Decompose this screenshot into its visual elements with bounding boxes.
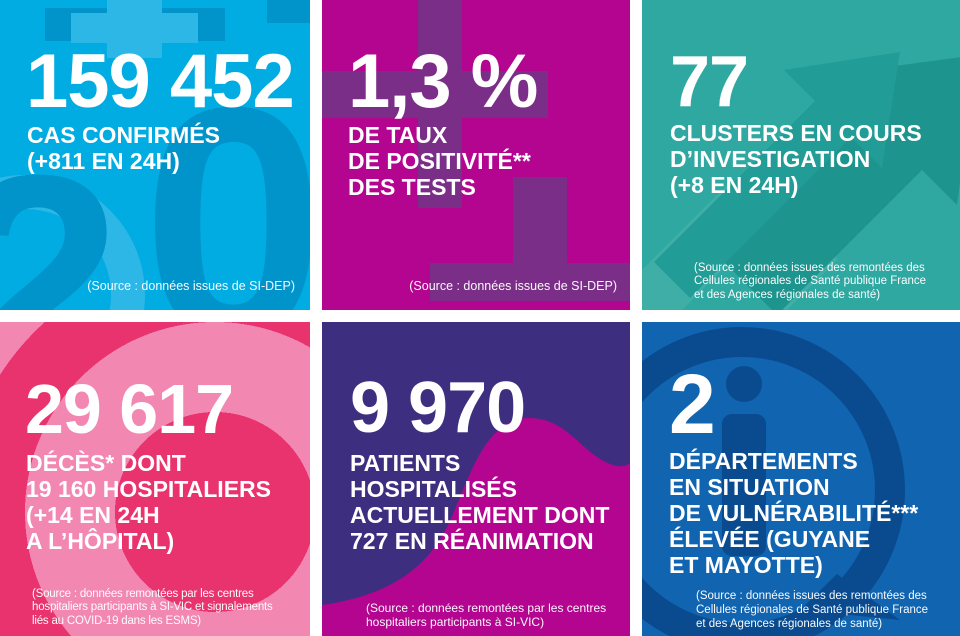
stat-label-line: ÉLEVÉE (GUYANE — [669, 526, 871, 552]
plus-icon — [71, 13, 198, 43]
stat-label-line: (+811 EN 24H) — [27, 148, 180, 174]
stat-label-line: 19 160 HOSPITALIERS — [26, 476, 271, 502]
stat-source: (Source : données issues de SI-DEP) — [87, 279, 295, 293]
stat-label-line: (+14 EN 24H — [26, 502, 160, 528]
source-line: et des Agences régionales de santé) — [696, 618, 883, 630]
source-line: (Source : données issues des remontées d… — [696, 590, 927, 602]
blob-shape — [322, 417, 630, 636]
stat-label: CAS CONFIRMÉS (+811 EN 24H) — [27, 122, 220, 174]
stat-value: 159 452 — [26, 39, 295, 124]
stat-label-line: A L’HÔPITAL) — [26, 528, 175, 554]
stat-value: 9 970 — [350, 368, 526, 448]
stat-label-line: DÉCÈS* DONT — [26, 450, 186, 476]
stat-label-line: CLUSTERS EN COURS — [670, 120, 922, 146]
source-line: (Source : données issues de SI-DEP) — [87, 279, 295, 293]
source-line: et des Agences régionales de santé) — [694, 288, 881, 301]
tile-taux-positivite: 1,3 % DE TAUX DE POSITIVITÉ** DES TESTS … — [322, 0, 630, 310]
stat-source: (Source : données remontées par les cent… — [366, 601, 626, 629]
stat-label: DÉCÈS* DONT 19 160 HOSPITALIERS (+14 EN … — [26, 450, 271, 554]
tile-patients-hospitalises: 9 970 PATIENTS HOSPITALISÉS ACTUELLEMENT… — [322, 322, 630, 636]
source-line: (Source : données remontées par les cent… — [32, 587, 254, 600]
cross-icon — [513, 177, 567, 265]
stat-source: (Source : données issues des remontées d… — [696, 589, 958, 631]
stat-value: 1,3 % — [348, 39, 538, 124]
source-line: (Source : données remontées par les cent… — [366, 601, 607, 615]
source-line: liés au COVID-19 dans les ESMS) — [32, 614, 201, 627]
stat-label: PATIENTS HOSPITALISÉS ACTUELLEMENT DONT … — [350, 450, 609, 554]
cross-icon — [322, 71, 548, 118]
stat-label-line: HOSPITALISÉS — [350, 476, 517, 502]
source-line: (Source : données issues de SI-DEP) — [409, 279, 617, 293]
stat-label-line: DES TESTS — [348, 174, 476, 200]
stat-source: (Source : données remontées par les cent… — [32, 588, 308, 629]
stat-label-line: ET MAYOTTE) — [669, 552, 823, 578]
source-line: Cellules régionales de Santé publique Fr… — [696, 604, 929, 616]
stat-label-line: (+8 EN 24H) — [670, 172, 799, 198]
stat-label: DÉPARTEMENTS EN SITUATION DE VULNÉRABILI… — [669, 448, 918, 578]
trend-arrows-icon — [642, 52, 960, 310]
stat-label-line: ACTUELLEMENT DONT — [350, 502, 610, 528]
stat-value: 77 — [670, 42, 749, 122]
stat-label-line: DE POSITIVITÉ** — [348, 148, 531, 174]
decor-band — [267, 0, 310, 23]
cross-icon — [430, 263, 630, 301]
tile-cas-confirmes: 2 0 159 452 CAS CONFIRMÉS (+811 EN 24H) … — [0, 0, 310, 310]
source-line: (Source : données issues des remontées d… — [694, 261, 925, 274]
stat-label-line: DE VULNÉRABILITÉ*** — [669, 500, 919, 526]
stat-label-line: EN SITUATION — [669, 474, 830, 500]
decor-digit-2: 2 — [0, 112, 122, 310]
stat-label-line: D’INVESTIGATION — [670, 146, 871, 172]
source-line: Cellules régionales de Santé publique Fr… — [694, 275, 927, 287]
info-bubble-icon — [642, 327, 905, 636]
stat-source: (Source : données issues des remontées d… — [694, 262, 956, 303]
stat-label-line: DÉPARTEMENTS — [669, 448, 858, 474]
stat-label-line: CAS CONFIRMÉS — [27, 122, 220, 148]
tile-departements-vulnerables: 2 DÉPARTEMENTS EN SITUATION DE VULNÉRABI… — [642, 322, 960, 636]
stat-label: DE TAUX DE POSITIVITÉ** DES TESTS — [348, 122, 531, 200]
source-line: hospitaliers participants à SI-VIC) — [366, 615, 545, 629]
decor-digit-0: 0 — [142, 38, 310, 311]
stat-label-line: PATIENTS — [350, 450, 461, 476]
stat-label: CLUSTERS EN COURS D’INVESTIGATION (+8 EN… — [670, 120, 922, 198]
source-line: hospitaliers participants à SI-VIC et si… — [32, 601, 273, 613]
stat-label-line: DE TAUX — [348, 122, 448, 148]
stat-label-line: 727 EN RÉANIMATION — [350, 528, 594, 554]
stat-source: (Source : données issues de SI-DEP) — [409, 279, 617, 293]
stat-value: 29 617 — [25, 370, 234, 448]
stat-value: 2 — [669, 357, 716, 451]
tile-deces: 29 617 DÉCÈS* DONT 19 160 HOSPITALIERS (… — [0, 322, 310, 636]
tile-clusters: 77 CLUSTERS EN COURS D’INVESTIGATION (+8… — [642, 0, 960, 310]
